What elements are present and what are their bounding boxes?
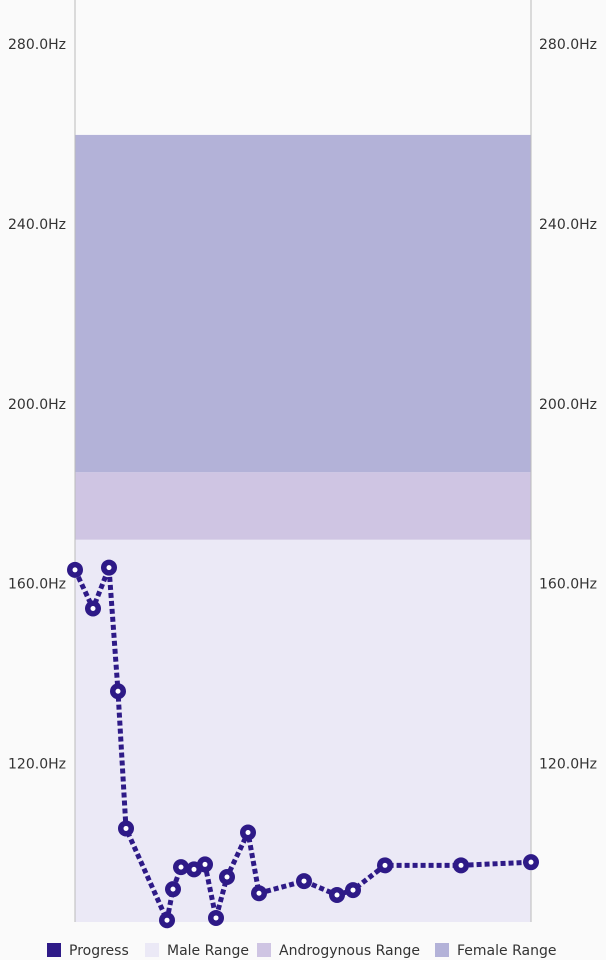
point-center — [72, 567, 78, 573]
legend-swatch — [145, 943, 159, 957]
y2-tick-label: 200.0Hz — [539, 397, 597, 413]
point-center — [202, 861, 208, 867]
point-center — [164, 917, 170, 923]
y-tick-label: 120.0Hz — [8, 757, 66, 773]
point-center — [90, 606, 96, 612]
range-band — [75, 539, 531, 922]
point-center — [170, 886, 176, 892]
point-center — [458, 862, 464, 868]
point-center — [256, 890, 262, 896]
y-tick-label: 280.0Hz — [8, 37, 66, 53]
point-center — [382, 862, 388, 868]
point-center — [245, 829, 251, 835]
point-center — [224, 874, 230, 880]
legend-swatch — [257, 943, 271, 957]
y-tick-label: 240.0Hz — [8, 217, 66, 233]
y-tick-label: 160.0Hz — [8, 577, 66, 593]
y-tick-label: 200.0Hz — [8, 397, 66, 413]
legend-label: Female Range — [457, 943, 556, 959]
legend-label: Male Range — [167, 943, 249, 959]
range-band — [75, 134, 531, 473]
point-center — [213, 915, 219, 921]
legend-swatch — [47, 943, 61, 957]
point-center — [528, 859, 534, 865]
range-band — [75, 472, 531, 540]
y2-tick-label: 280.0Hz — [539, 37, 597, 53]
point-center — [350, 887, 356, 893]
legend-label: Progress — [69, 943, 129, 959]
y2-tick-label: 240.0Hz — [539, 217, 597, 233]
point-center — [123, 825, 129, 831]
legend-swatch — [435, 943, 449, 957]
point-center — [178, 864, 184, 870]
point-center — [301, 878, 307, 884]
y2-tick-label: 160.0Hz — [539, 577, 597, 593]
point-center — [106, 565, 112, 571]
y2-tick-label: 120.0Hz — [539, 757, 597, 773]
point-center — [191, 866, 197, 872]
legend-label: Androgynous Range — [279, 943, 420, 959]
point-center — [115, 688, 121, 694]
point-center — [334, 892, 340, 898]
